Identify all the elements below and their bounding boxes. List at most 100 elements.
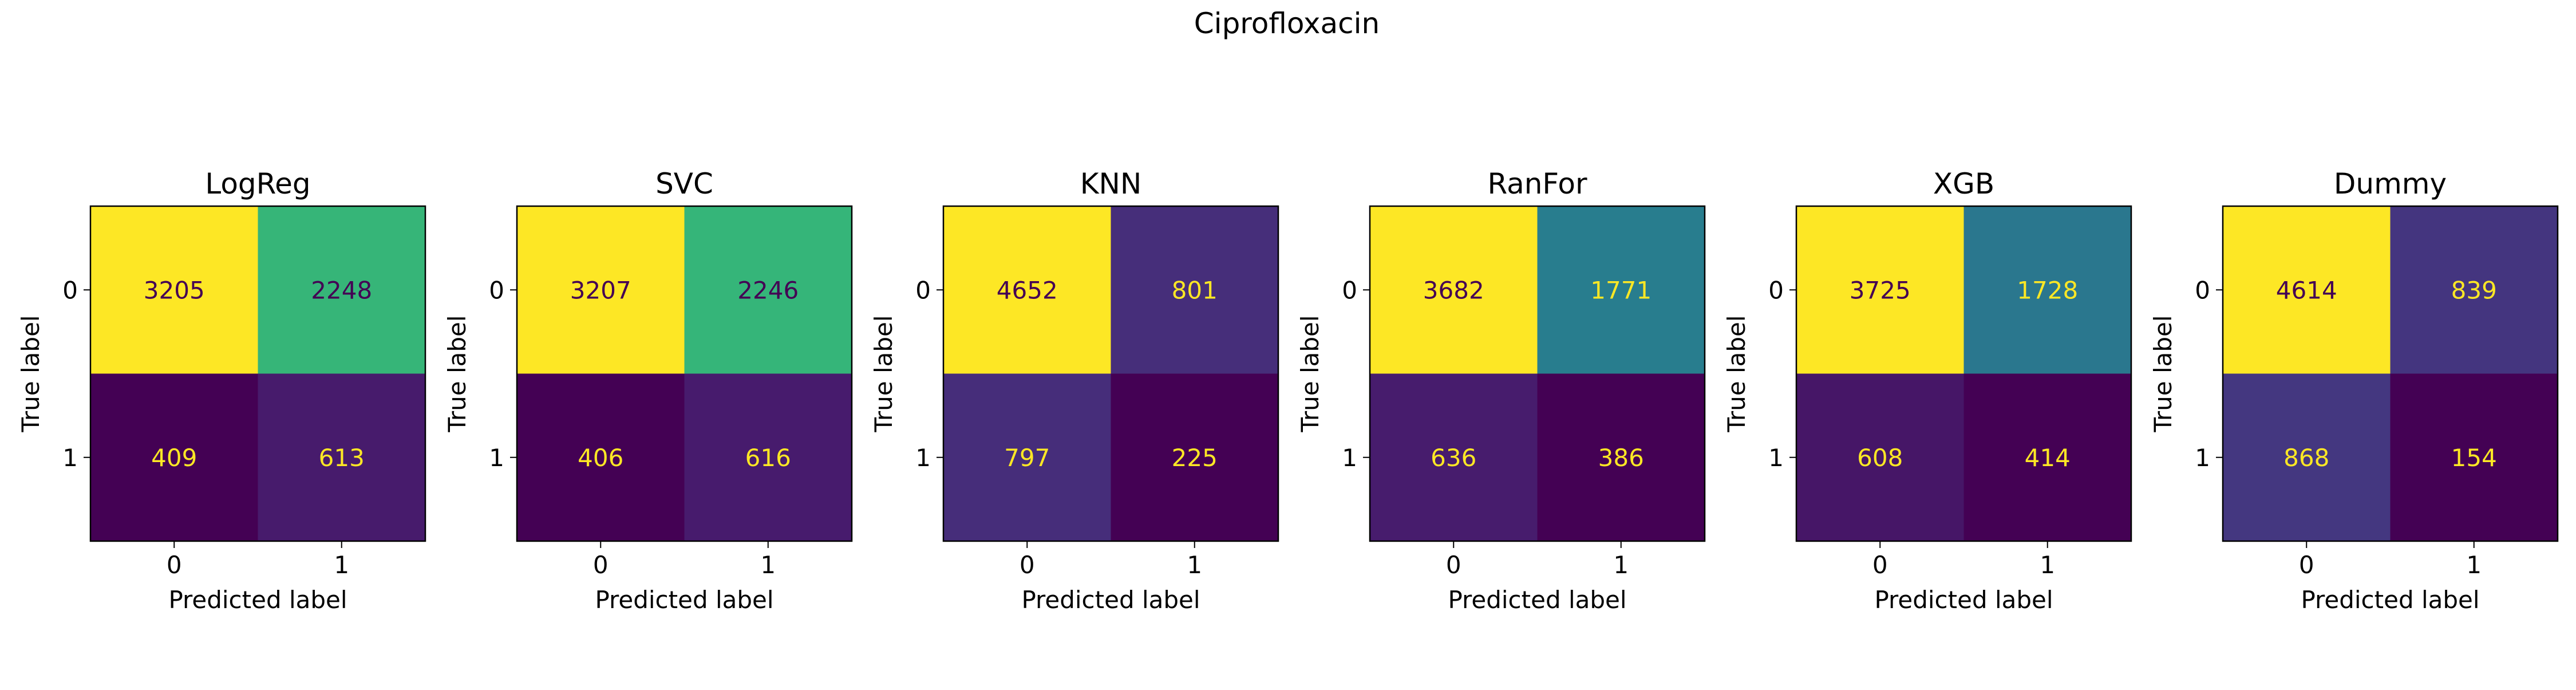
x-tick-label: 1 [1613,551,1629,579]
panel-title: LogReg [205,167,310,200]
axes-frame [89,205,426,542]
cell-value-label: 3725 [1850,276,1911,304]
cell-value-label: 225 [1172,444,1218,472]
cell-value-label: 636 [1431,444,1476,472]
matrix-cell [1537,206,1705,374]
axes-frame [942,205,1279,542]
y-axis-label: True label [2149,315,2177,432]
cell-value-label: 613 [319,444,365,472]
y-axis-label: True label [870,315,898,432]
x-tick-label: 0 [1446,551,1461,579]
matrix-cell [1963,373,2131,541]
confusion-matrix-panel: 3205 2248 409 613 LogReg 0 1 0 1 Predicted label T… [17,167,426,614]
cell-value-label: 2246 [737,276,799,304]
y-tick-label: 0 [915,276,931,304]
panel-title: XGB [1933,167,1994,200]
matrix-cell [517,373,685,541]
axes-frame [1795,205,2132,542]
cell-value-label: 797 [1004,444,1050,472]
x-axis-label: Predicted label [1448,586,1626,614]
matrix-cell [258,206,425,374]
x-tick-label: 0 [1020,551,1035,579]
cell-value-label: 4652 [997,276,1058,304]
figure-title: Ciprofloxacin [1194,7,1380,40]
cell-value-label: 868 [2283,444,2329,472]
y-axis-label: True label [1722,315,1751,432]
y-tick-label: 1 [62,444,78,472]
cell-value-label: 608 [1857,444,1903,472]
x-tick-label: 1 [1187,551,1202,579]
cell-value-label: 386 [1598,444,1644,472]
cell-value-label: 3682 [1423,276,1484,304]
cell-value-label: 1728 [2017,276,2078,304]
cell-value-label: 839 [2451,276,2497,304]
matrix-cell [1370,206,1538,374]
y-tick-label: 1 [915,444,931,472]
y-tick-label: 1 [489,444,504,472]
x-axis-label: Predicted label [2301,586,2479,614]
confusion-matrix-panel: 3725 1728 608 414 XGB 0 1 0 1 Predicted label True… [1722,167,2132,614]
matrix-cell [258,373,425,541]
matrix-cell [1111,206,1278,374]
panels: 3205 2248 409 613 LogReg 0 1 0 1 Predicted label T… [17,167,2559,614]
matrix-cell [1370,373,1538,541]
y-tick-label: 0 [1768,276,1784,304]
x-tick-label: 0 [2299,551,2314,579]
confusion-matrix-panel: 4652 801 797 225 KNN 0 1 0 1 Predicted label True … [870,167,1279,614]
panel-title: Dummy [2334,167,2447,200]
y-tick-label: 1 [1768,444,1784,472]
matrix-cell [90,373,258,541]
cell-value-label: 3207 [570,276,631,304]
x-tick-label: 0 [593,551,609,579]
panel-title: SVC [655,167,713,200]
confusion-matrix-panel: 4614 839 868 154 Dummy 0 1 0 1 Predicted label Tru… [2149,167,2559,614]
x-tick-label: 1 [334,551,349,579]
y-tick-label: 1 [2195,444,2210,472]
cell-value-label: 409 [151,444,197,472]
cell-value-label: 2248 [311,276,372,304]
y-tick-label: 1 [1342,444,1357,472]
cell-value-label: 1771 [1590,276,1652,304]
x-axis-label: Predicted label [1021,586,1200,614]
cell-value-label: 801 [1172,276,1218,304]
cell-value-label: 154 [2451,444,2497,472]
x-tick-label: 0 [167,551,182,579]
matrix-cell [2390,373,2558,541]
y-axis-label: True label [1296,315,1324,432]
x-tick-label: 1 [2466,551,2482,579]
matrix-cell [517,206,685,374]
cell-value-label: 406 [578,444,623,472]
y-tick-label: 0 [62,276,78,304]
matrix-cell [2223,206,2391,374]
cell-value-label: 3205 [144,276,205,304]
matrix-cell [943,206,1111,374]
matrix-cell [1537,373,1705,541]
matrix-cell [1963,206,2131,374]
panel-title: KNN [1080,167,1142,200]
cell-value-label: 4614 [2276,276,2337,304]
matrix-cell [2390,206,2558,374]
axes-frame [516,205,853,542]
y-axis-label: True label [443,315,471,432]
x-axis-label: Predicted label [595,586,773,614]
x-tick-label: 1 [760,551,776,579]
y-tick-label: 0 [1342,276,1357,304]
axes-frame [1369,205,1706,542]
matrix-cell [684,206,852,374]
matrix-cell [2223,373,2391,541]
x-axis-label: Predicted label [168,586,347,614]
matrix-cell [1796,373,1964,541]
x-tick-label: 1 [2040,551,2055,579]
axes-frame [2222,205,2559,542]
matrix-cell [684,373,852,541]
matrix-cell [90,206,258,374]
matrix-cell [1796,206,1964,374]
cell-value-label: 414 [2025,444,2071,472]
confusion-matrix-panel: 3207 2246 406 616 SVC 0 1 0 1 Predicted label True… [443,167,853,614]
x-tick-label: 0 [1872,551,1888,579]
panel-title: RanFor [1487,167,1587,200]
confusion-matrix-panel: 3682 1771 636 386 RanFor 0 1 0 1 Predicted label T… [1296,167,1706,614]
x-axis-label: Predicted label [1874,586,2053,614]
